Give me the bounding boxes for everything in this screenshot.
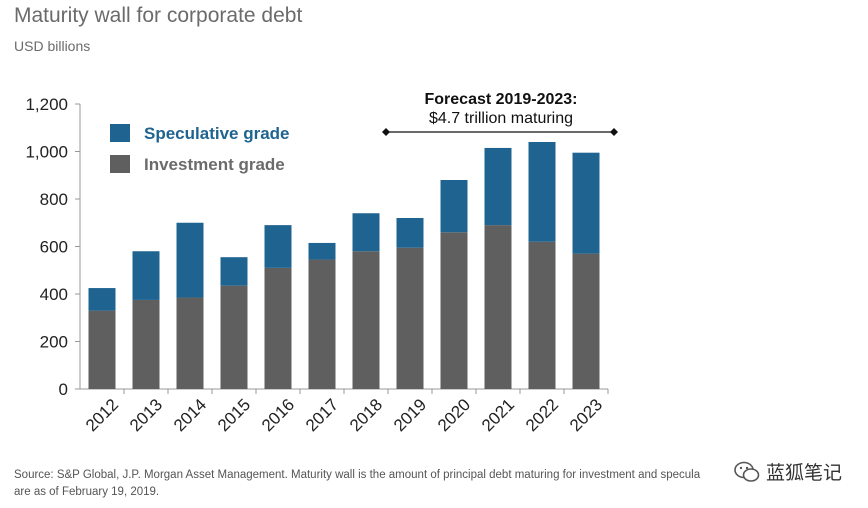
x-tick-label: 2020 [434,395,474,435]
bar-speculative-2012 [88,288,116,311]
bar-speculative-2017 [308,242,336,260]
legend-label: Investment grade [144,155,285,174]
bar-investment-2015 [220,285,248,389]
bar-speculative-2023 [572,152,600,254]
x-tick-label: 2018 [346,395,386,435]
y-tick-label: 200 [40,333,68,352]
legend-label: Speculative grade [144,124,290,143]
y-tick-label: 800 [40,190,68,209]
bar-speculative-2022 [528,142,556,242]
bar-investment-2019 [396,247,424,389]
y-tick-label: 1,000 [25,143,68,162]
x-tick-label: 2021 [478,395,518,435]
bar-investment-2018 [352,251,380,389]
forecast-range-marker [382,128,390,136]
bar-investment-2020 [440,232,468,389]
bar-speculative-2018 [352,213,380,252]
x-tick-label: 2012 [82,395,122,435]
chart-title: Maturity wall for corporate debt [14,4,303,27]
bar-speculative-2020 [440,180,468,233]
bar-investment-2023 [572,253,600,389]
bar-investment-2013 [132,299,160,389]
y-tick-label: 400 [40,285,68,304]
bar-speculative-2021 [484,147,512,226]
bar-investment-2017 [308,259,336,389]
x-tick-label: 2015 [214,395,254,435]
y-tick-label: 1,200 [25,95,68,114]
bar-speculative-2016 [264,225,292,268]
y-tick-label: 600 [40,238,68,257]
forecast-annotation-value: $4.7 trillion maturing [429,110,573,127]
chart-subtitle: USD billions [14,38,91,54]
legend-swatch [110,155,130,173]
x-tick-label: 2014 [170,395,210,435]
source-line-1: Source: S&P Global, J.P. Morgan Asset Ma… [14,469,701,481]
source-line-2: are as of February 19, 2019. [14,486,160,498]
forecast-range-marker [610,128,618,136]
x-tick-label: 2019 [390,395,430,435]
x-tick-label: 2022 [522,395,562,435]
bar-investment-2016 [264,267,292,389]
bar-speculative-2014 [176,222,204,298]
source-note: Source: S&P Global, J.P. Morgan Asset Ma… [14,467,734,501]
bar-speculative-2013 [132,251,160,300]
x-tick-label: 2023 [566,395,606,435]
bar-investment-2012 [88,310,116,389]
x-tick-label: 2016 [258,395,298,435]
watermark-text: 蓝狐笔记 [765,462,842,484]
wechat-icon [734,461,760,482]
bar-speculative-2015 [220,257,248,286]
y-tick-label: 0 [59,380,68,399]
bar-investment-2022 [528,241,556,389]
bar-investment-2021 [484,225,512,389]
legend-swatch [110,124,130,142]
bar-speculative-2019 [396,218,424,248]
watermark: 蓝狐笔记 [729,458,846,485]
x-tick-label: 2013 [126,395,166,435]
x-tick-label: 2017 [302,395,342,435]
forecast-annotation-title: Forecast 2019-2023: [425,91,578,108]
bar-investment-2014 [176,297,204,389]
